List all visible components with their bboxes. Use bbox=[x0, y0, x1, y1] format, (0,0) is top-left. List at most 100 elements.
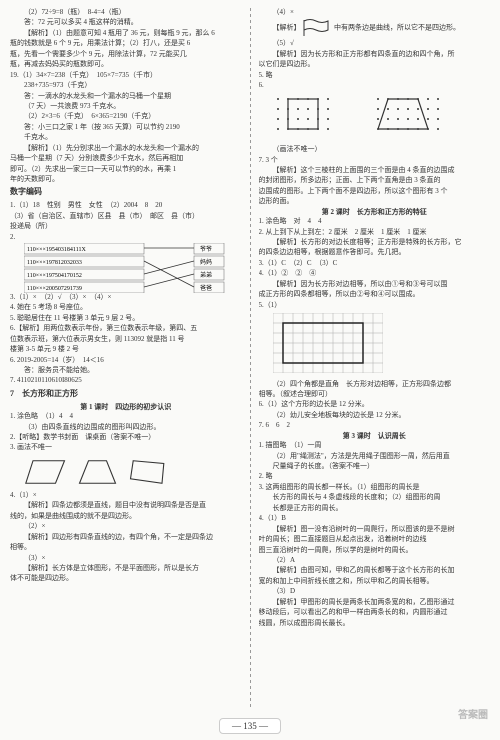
text-line: 线的，如果是曲线围成的就不是四边形。 bbox=[10, 512, 242, 521]
svg-text:爸爸: 爸爸 bbox=[200, 284, 212, 292]
text-line: 7. 4110210110610I80625 bbox=[10, 376, 242, 385]
text-line: 2. bbox=[10, 233, 242, 242]
text-line: 宽的和加上中间折线长度之和，所以甲和乙的周长相等。 bbox=[259, 577, 491, 586]
text-line: 19.（1）34×7=238（千克） 105×7=735（千市） bbox=[10, 71, 242, 80]
text-line: 1.（1）18 性别 男性 女性 （2）2004 8 20 bbox=[10, 201, 242, 210]
analysis-line: 【解析】（1）先分别求出一个漏水的水龙头和一个漏水的 bbox=[10, 144, 242, 153]
text-line: 7. 6 6 2 bbox=[259, 421, 491, 430]
text-line: 3. 这两组图形的周长都一样长。（1）组图形的周长是 bbox=[259, 483, 491, 492]
svg-text:爷爷: 爷爷 bbox=[200, 245, 212, 253]
analysis-line: 【解析】四边形有四条直线的边，有四个角，不一定是四条边 bbox=[10, 533, 242, 542]
text-line: 叶的周长；图二直接题目从起点出发，沿着树叶的边线 bbox=[259, 535, 491, 544]
trapezoid-icon bbox=[75, 456, 120, 488]
text-line: 答：小三口之家 1 年（按 365 天算）可以节约 2190 bbox=[10, 123, 242, 132]
right-column: （4）× 【解析】 中有两条边是曲线，所以它不是四边形。 （5）√ 【解析】因为… bbox=[259, 8, 491, 708]
text-line: （3）× bbox=[10, 554, 242, 563]
text-line: 1. 涂色略 （1）4 4 bbox=[10, 412, 242, 421]
text-line: 马桶一个星期（7 天）分别浪费多少千克水，然后再相加 bbox=[10, 154, 242, 163]
text-line: 位数表示班，第六位表示男女生，则 113092 就是指 11 号 bbox=[10, 335, 242, 344]
section-title: 数字编码 bbox=[10, 187, 242, 198]
text-line: 1. 涂色略 对 4 4 bbox=[259, 217, 491, 226]
analysis-line: 【解析】四条边都须是直线，题目中没有说明四条是否是直 bbox=[10, 501, 242, 510]
text-line: （4）× bbox=[259, 8, 491, 17]
text-line: 2.【听略】数学书封面 课桌面（答案不唯一） bbox=[10, 433, 242, 442]
lesson-title: 第 2 课时 长方形和正方形的特征 bbox=[259, 208, 491, 217]
text-line: 以它们是四边形。 bbox=[259, 60, 491, 69]
text-line: 年的天数即可。 bbox=[10, 175, 242, 184]
label: 【解析】 bbox=[273, 24, 301, 32]
svg-text:110×××195403184111X: 110×××195403184111X bbox=[27, 247, 86, 253]
text-line: 2. 从上到下从上到左：2 厘米 2 厘米 1 厘米 1 厘米 bbox=[259, 228, 491, 237]
analysis-line: 【解析】由图可知，甲和乙的周长都等于这个长方形的长加 bbox=[259, 566, 491, 575]
analysis-line: 【解析】这个三棱柱的上面围的三个面是由 4 条直的边围成 bbox=[259, 166, 491, 175]
text-line: 238+735=973（千克） bbox=[10, 81, 242, 90]
quadrilateral-icon bbox=[126, 456, 171, 488]
text-line: 楼第 3-5 单元 9 楼 2 号 bbox=[10, 345, 242, 354]
text-line: 3.（1）× （2）√ （3）× （4）× bbox=[10, 293, 242, 302]
column-divider bbox=[250, 8, 251, 708]
text-line: 答：72 元可以多买 4 瓶这样的消精。 bbox=[10, 18, 242, 27]
watermark: 答案圈 bbox=[458, 709, 488, 723]
analysis-line: 【解析】甲图形的周长是两条长加两条宽的和，乙图形通过 bbox=[259, 598, 491, 607]
text-line: 瓶，再减去妈妈买的瓶数即可。 bbox=[10, 60, 242, 69]
text-line: 移动段后，可以看出乙的和甲一样由两条长的和，内圆形通过 bbox=[259, 608, 491, 617]
text-line: 尺量绳子的长度。（答案不唯一） bbox=[259, 462, 491, 471]
text-line: （7 天）一共浪费 973 千克水。 bbox=[10, 102, 242, 111]
grid-rectangle bbox=[273, 313, 491, 376]
text-line: 答：一滴水的水龙头和一个漏水的马桶一个星期 bbox=[10, 92, 242, 101]
text-line: （5）√ bbox=[259, 39, 491, 48]
text-line: 图三直沿树叶的一周爬，所以学的是树叶的周长。 bbox=[259, 546, 491, 555]
analysis-line: 6.【解析】用两位数表示年份，第三位数表示年级，第四、五 bbox=[10, 324, 242, 333]
text-line: 瓶，先看一个需要多少个 9 元，用除法计算，72 元能买几 bbox=[10, 50, 242, 59]
text-line: （3）由四条直线的边围成的图形叫四边形。 bbox=[10, 423, 242, 432]
analysis-line: 【解析】图一没有沿树叶的一周爬行，所以图该的是不是树 bbox=[259, 525, 491, 534]
text-line: （2）幼儿安全地板每块的边长是 12 分米。 bbox=[259, 411, 491, 420]
lesson-title: 第 1 课时 四边形的初步认识 bbox=[10, 403, 242, 412]
left-column: （2）72÷9=8（瓶） 8-4=4（瓶） 答：72 元可以多买 4 瓶这样的消… bbox=[10, 8, 242, 708]
text-line: （2）72÷9=8（瓶） 8-4=4（瓶） bbox=[10, 8, 242, 17]
text-line: 4.（1）× bbox=[10, 491, 242, 500]
text-line: （画法不唯一） bbox=[259, 145, 491, 154]
text-line: 4. 她在 5 考场 8 号座位。 bbox=[10, 303, 242, 312]
text-line: 线圆，所以成图形周长最长。 bbox=[259, 619, 491, 628]
quadrilateral-shapes bbox=[24, 456, 242, 488]
text-line: 边形的面。 bbox=[259, 197, 491, 206]
text-line: 2. 略 bbox=[259, 472, 491, 481]
text-line: （3）D bbox=[259, 587, 491, 596]
svg-text:110×××197504170152: 110×××197504170152 bbox=[27, 273, 82, 279]
analysis-line: 【解析】因为长方形和正方形都有四条直的边和四个角，所 bbox=[259, 50, 491, 59]
text-line: 7. 3 个 bbox=[259, 156, 491, 165]
text-line: 边围成的图形。上下两个面不是四边形，所以这个图形有 3 个 bbox=[259, 187, 491, 196]
text-line: 3.（1）C （2）C （3）C bbox=[259, 259, 491, 268]
text-line: 瓶的钱数就是 6 个 9 元，用乘法计算；（2）打八，还是买 6 bbox=[10, 39, 242, 48]
text-line: 6. bbox=[259, 81, 491, 90]
text-line: 6.（1）这个方形的边长是 12 分米。 bbox=[259, 400, 491, 409]
section-title: 7 长方形和正方形 bbox=[10, 389, 242, 400]
text-line: 3. 画法不唯一 bbox=[10, 443, 242, 452]
dot-grid-shapes bbox=[273, 94, 491, 142]
id-matching-diagram: 110×××195403184111X 110×××197812032033 1… bbox=[24, 243, 242, 293]
text-line: 长方形的周长与 4 条虚线段的长度和；（2）组图形的周 bbox=[259, 493, 491, 502]
text-line: 的封闭图形，所多边形；正面、上下两个直角是由 3 条直的 bbox=[259, 176, 491, 185]
dot-grid-2 bbox=[377, 98, 439, 130]
text-line: （2）× bbox=[10, 522, 242, 531]
text-line: （2）用"绳测法"，方法是先用绳子围图形一周，然后用直 bbox=[259, 452, 491, 461]
text-line: 相等。（叙述合理即可） bbox=[259, 390, 491, 399]
text-line: 的四条边边相等，根据题意作答即可。先几把。 bbox=[259, 248, 491, 257]
text-line: 相等。 bbox=[10, 543, 242, 552]
text-line: 4.（1）B bbox=[259, 514, 491, 523]
svg-text:弟弟: 弟弟 bbox=[200, 271, 212, 279]
text-line: 5. 聪聪居住在 11 号楼第 3 单元 9 层 2 号。 bbox=[10, 314, 242, 323]
analysis-line: 【解析】长方形的对边长度相等；正方形是特殊的长方形，它 bbox=[259, 238, 491, 247]
text-line: 长都是正方形的周长。 bbox=[259, 504, 491, 513]
dot-grid-1 bbox=[277, 98, 329, 130]
page-container: （2）72÷9=8（瓶） 8-4=4（瓶） 答：72 元可以多买 4 瓶这样的消… bbox=[10, 8, 490, 708]
text-line: （2）A bbox=[259, 556, 491, 565]
svg-text:妈妈: 妈妈 bbox=[200, 258, 212, 266]
text-line: 5. 略 bbox=[259, 71, 491, 80]
analysis-line: 【解析】（1）由题意可知 4 瓶用了 36 元，则每瓶 9 元，那么 6 bbox=[10, 29, 242, 38]
text-line: （2）四个角都是直角 长方形对边相等，正方形四条边都 bbox=[259, 380, 491, 389]
page-number: — 135 — bbox=[219, 718, 281, 734]
text-line: 5.（1） bbox=[259, 301, 491, 310]
text-line: 体不可能是四边形。 bbox=[10, 574, 242, 583]
